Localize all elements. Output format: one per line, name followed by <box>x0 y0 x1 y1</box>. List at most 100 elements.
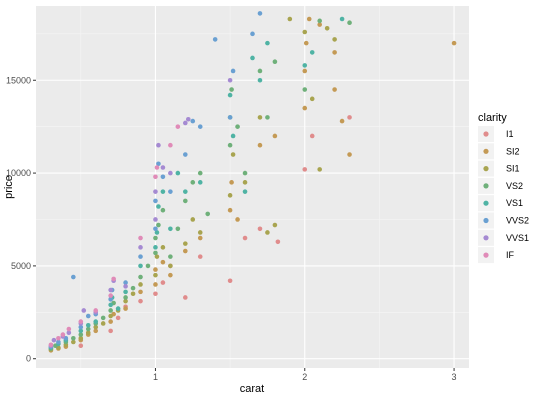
data-point-vvs1 <box>183 120 188 126</box>
data-point-si1 <box>287 16 293 22</box>
data-point-vs2 <box>138 274 143 280</box>
data-point-vvs1 <box>156 142 161 148</box>
data-point-si1 <box>183 241 188 246</box>
data-point-vs1 <box>156 204 161 209</box>
data-point-if <box>56 335 61 341</box>
data-point-vvs2 <box>190 118 196 124</box>
data-point-vs2 <box>175 226 181 232</box>
data-point-vs2 <box>347 20 352 26</box>
data-point-if <box>111 276 116 282</box>
data-point-si1 <box>123 298 128 304</box>
data-point-vvs2 <box>78 324 84 330</box>
data-point-vvs2 <box>156 161 161 167</box>
y-axis-title: price <box>3 175 15 199</box>
data-point-vs1 <box>257 77 263 83</box>
data-point-si1 <box>108 313 113 319</box>
legend-label-vs2: VS2 <box>506 181 523 191</box>
data-point-si2 <box>93 328 99 334</box>
data-point-si2 <box>332 87 337 92</box>
data-point-i1 <box>257 226 263 232</box>
data-point-vs2 <box>197 170 203 176</box>
data-point-vs2 <box>317 18 322 24</box>
data-point-vs2 <box>190 180 196 185</box>
data-point-i1 <box>242 235 248 241</box>
data-point-vs2 <box>71 335 76 341</box>
data-point-vs2 <box>100 315 106 321</box>
legend-label-si2: SI2 <box>506 146 520 156</box>
data-point-si1 <box>230 152 236 157</box>
data-point-i1 <box>108 328 113 334</box>
legend-label-si1: SI1 <box>506 164 520 174</box>
data-point-vvs2 <box>197 124 203 129</box>
data-point-si2 <box>138 289 143 295</box>
data-point-i1 <box>160 280 166 285</box>
data-point-si2 <box>347 152 352 157</box>
data-point-vvs2 <box>168 189 173 194</box>
data-point-vvs1 <box>81 308 87 313</box>
data-point-si1 <box>100 321 106 326</box>
data-point-if <box>153 174 158 180</box>
legend-key-vvs1 <box>483 235 489 241</box>
data-point-vs1 <box>242 189 248 194</box>
data-point-vvs2 <box>138 254 143 259</box>
data-point-vs2 <box>183 198 188 204</box>
data-point-vvs2 <box>230 68 236 74</box>
data-point-si2 <box>227 207 233 213</box>
data-point-si1 <box>257 115 263 120</box>
data-point-vs1 <box>183 189 188 194</box>
legend-label-i1: I1 <box>506 129 514 139</box>
data-point-si2 <box>123 306 128 311</box>
plot-panel <box>36 6 469 368</box>
data-point-if <box>66 326 72 332</box>
data-point-vvs1 <box>51 337 57 343</box>
data-point-vvs1 <box>123 284 128 289</box>
y-axis-ticks: 0 5000 10000 15000 <box>6 75 36 364</box>
data-point-vvs2 <box>227 115 233 120</box>
data-point-if <box>60 332 66 337</box>
data-point-vs2 <box>302 87 308 92</box>
data-point-vs1 <box>168 226 173 232</box>
data-point-if <box>138 235 143 241</box>
data-point-si1 <box>168 263 173 269</box>
data-point-vs2 <box>145 263 151 269</box>
data-point-si2 <box>451 40 457 46</box>
grid-major <box>36 6 469 368</box>
data-point-vvs2 <box>123 280 128 285</box>
data-point-si2 <box>317 22 322 27</box>
data-point-i1 <box>153 291 158 297</box>
legend-key-vs2 <box>483 183 489 189</box>
data-point-si1 <box>160 245 166 250</box>
data-point-vvs1 <box>227 77 233 83</box>
data-point-vs1 <box>197 180 203 185</box>
data-point-if <box>175 124 181 129</box>
data-point-vvs1 <box>185 116 191 122</box>
data-point-si1 <box>317 167 322 172</box>
data-point-si2 <box>108 319 113 324</box>
data-point-si1 <box>272 222 278 228</box>
data-point-si2 <box>153 267 158 272</box>
data-point-vvs2 <box>212 37 218 42</box>
data-point-vs1 <box>230 133 236 139</box>
legend-key-if <box>483 252 489 258</box>
data-point-si1 <box>302 29 308 35</box>
y-tick-label: 10000 <box>6 168 31 178</box>
data-point-vs1 <box>265 40 270 46</box>
data-point-vvs2 <box>183 152 188 157</box>
legend-label-if: IF <box>506 250 515 260</box>
data-point-if <box>93 308 99 313</box>
data-point-si2 <box>197 235 203 241</box>
data-point-si1 <box>309 96 315 102</box>
legend-key-i1 <box>483 131 489 137</box>
legend-label-vvs2: VVS2 <box>506 216 529 226</box>
data-point-vs1 <box>153 245 158 250</box>
data-point-vs1 <box>108 302 113 308</box>
data-point-vs1 <box>78 328 84 334</box>
data-point-si2 <box>306 16 312 22</box>
data-point-vs1 <box>309 50 315 55</box>
data-point-vvs2 <box>250 31 255 37</box>
data-point-si2 <box>339 118 345 124</box>
data-point-vs2 <box>227 142 233 148</box>
data-point-si1 <box>78 335 84 341</box>
data-point-si2 <box>303 40 309 46</box>
